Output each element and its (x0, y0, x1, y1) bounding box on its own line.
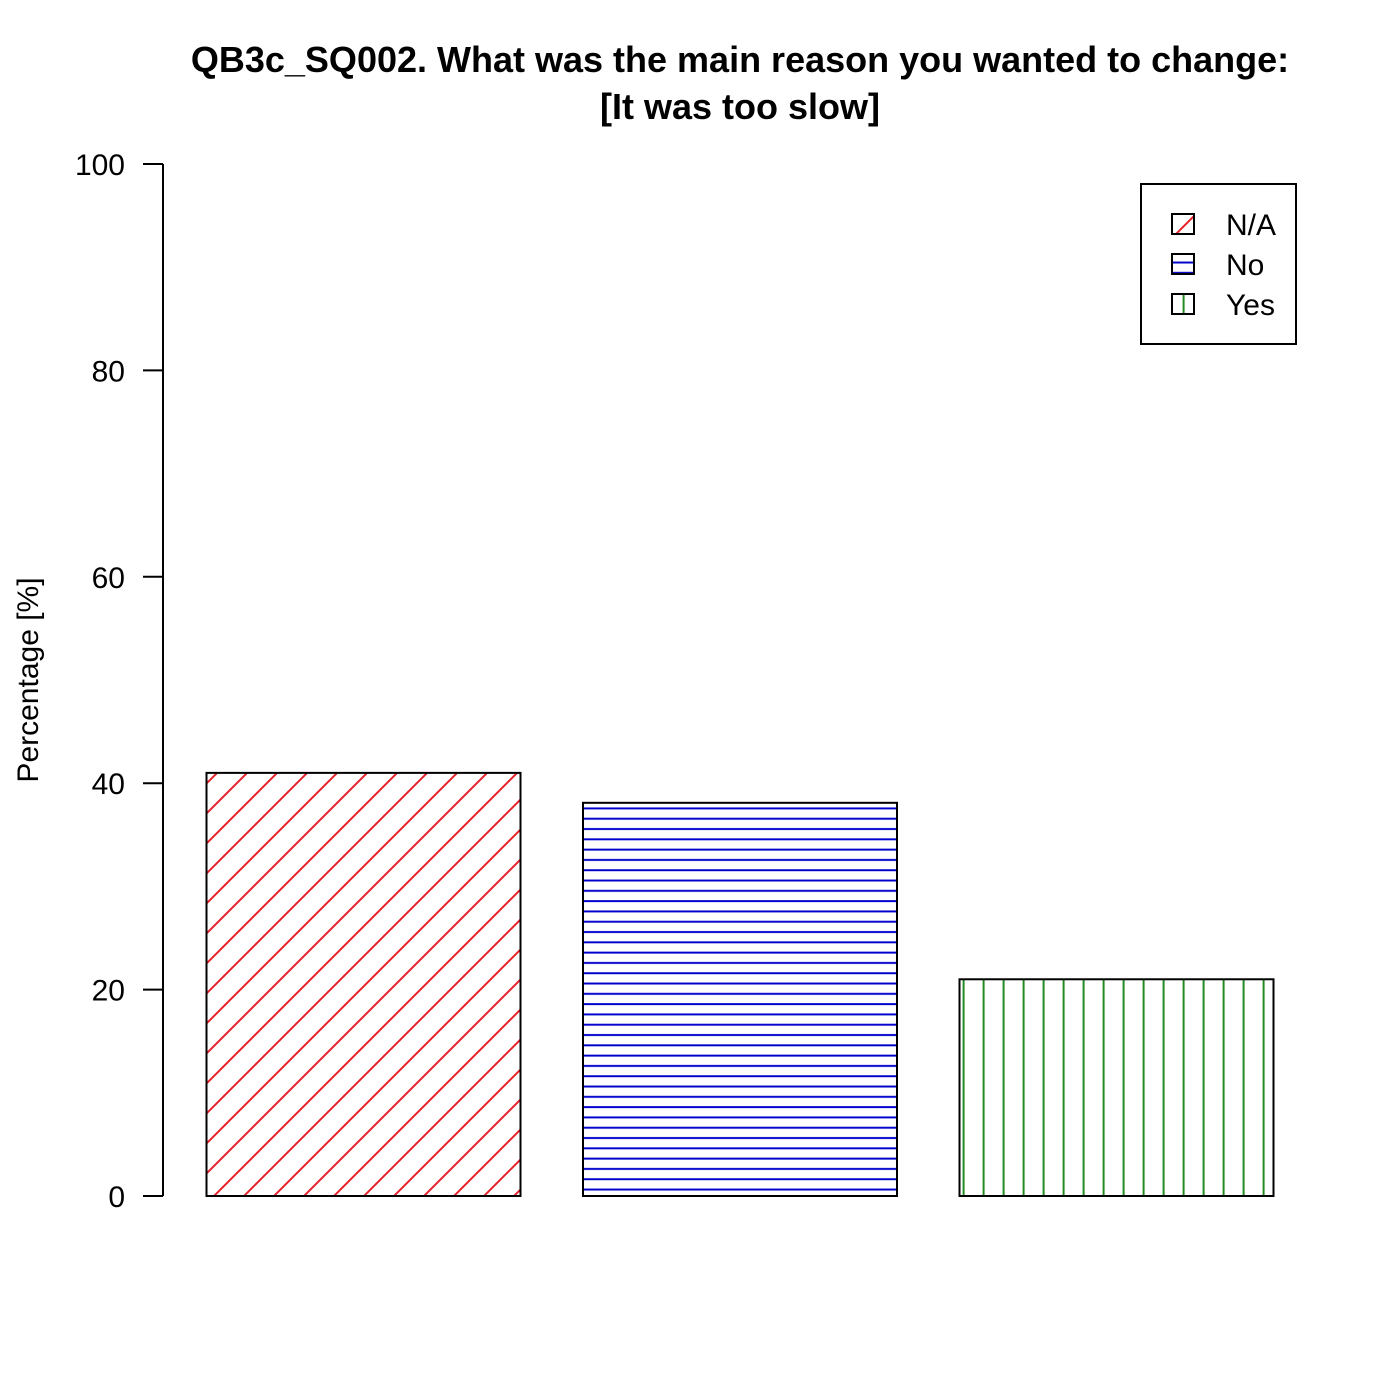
legend: N/A No Yes (1140, 183, 1297, 345)
chart-title-line-1: QB3c_SQ002. What was the main reason you… (191, 39, 1289, 80)
bars (205, 771, 1275, 1198)
legend-label: No (1226, 249, 1264, 282)
y-tick-label: 100 (75, 149, 125, 182)
y-tick-label: 40 (92, 768, 125, 801)
bar-no (582, 801, 898, 1197)
chart-title-line-2: [It was too slow] (600, 86, 880, 127)
y-tick-label: 80 (92, 355, 125, 388)
bar-n-a (205, 771, 522, 1197)
legend-label: N/A (1226, 209, 1276, 242)
legend-swatch (1171, 293, 1195, 315)
legend-swatch (1171, 213, 1195, 235)
legend-label: Yes (1226, 289, 1275, 322)
y-axis-label: Percentage [%] (12, 577, 45, 782)
y-tick-label: 60 (92, 562, 125, 595)
legend-swatch (1171, 253, 1195, 275)
bar-yes (958, 978, 1275, 1198)
legend-box (1140, 183, 1297, 345)
y-tick-label: 20 (92, 975, 125, 1008)
y-axis: 0 20 40 60 80 100 (75, 149, 164, 1214)
y-tick-label: 0 (108, 1181, 125, 1214)
